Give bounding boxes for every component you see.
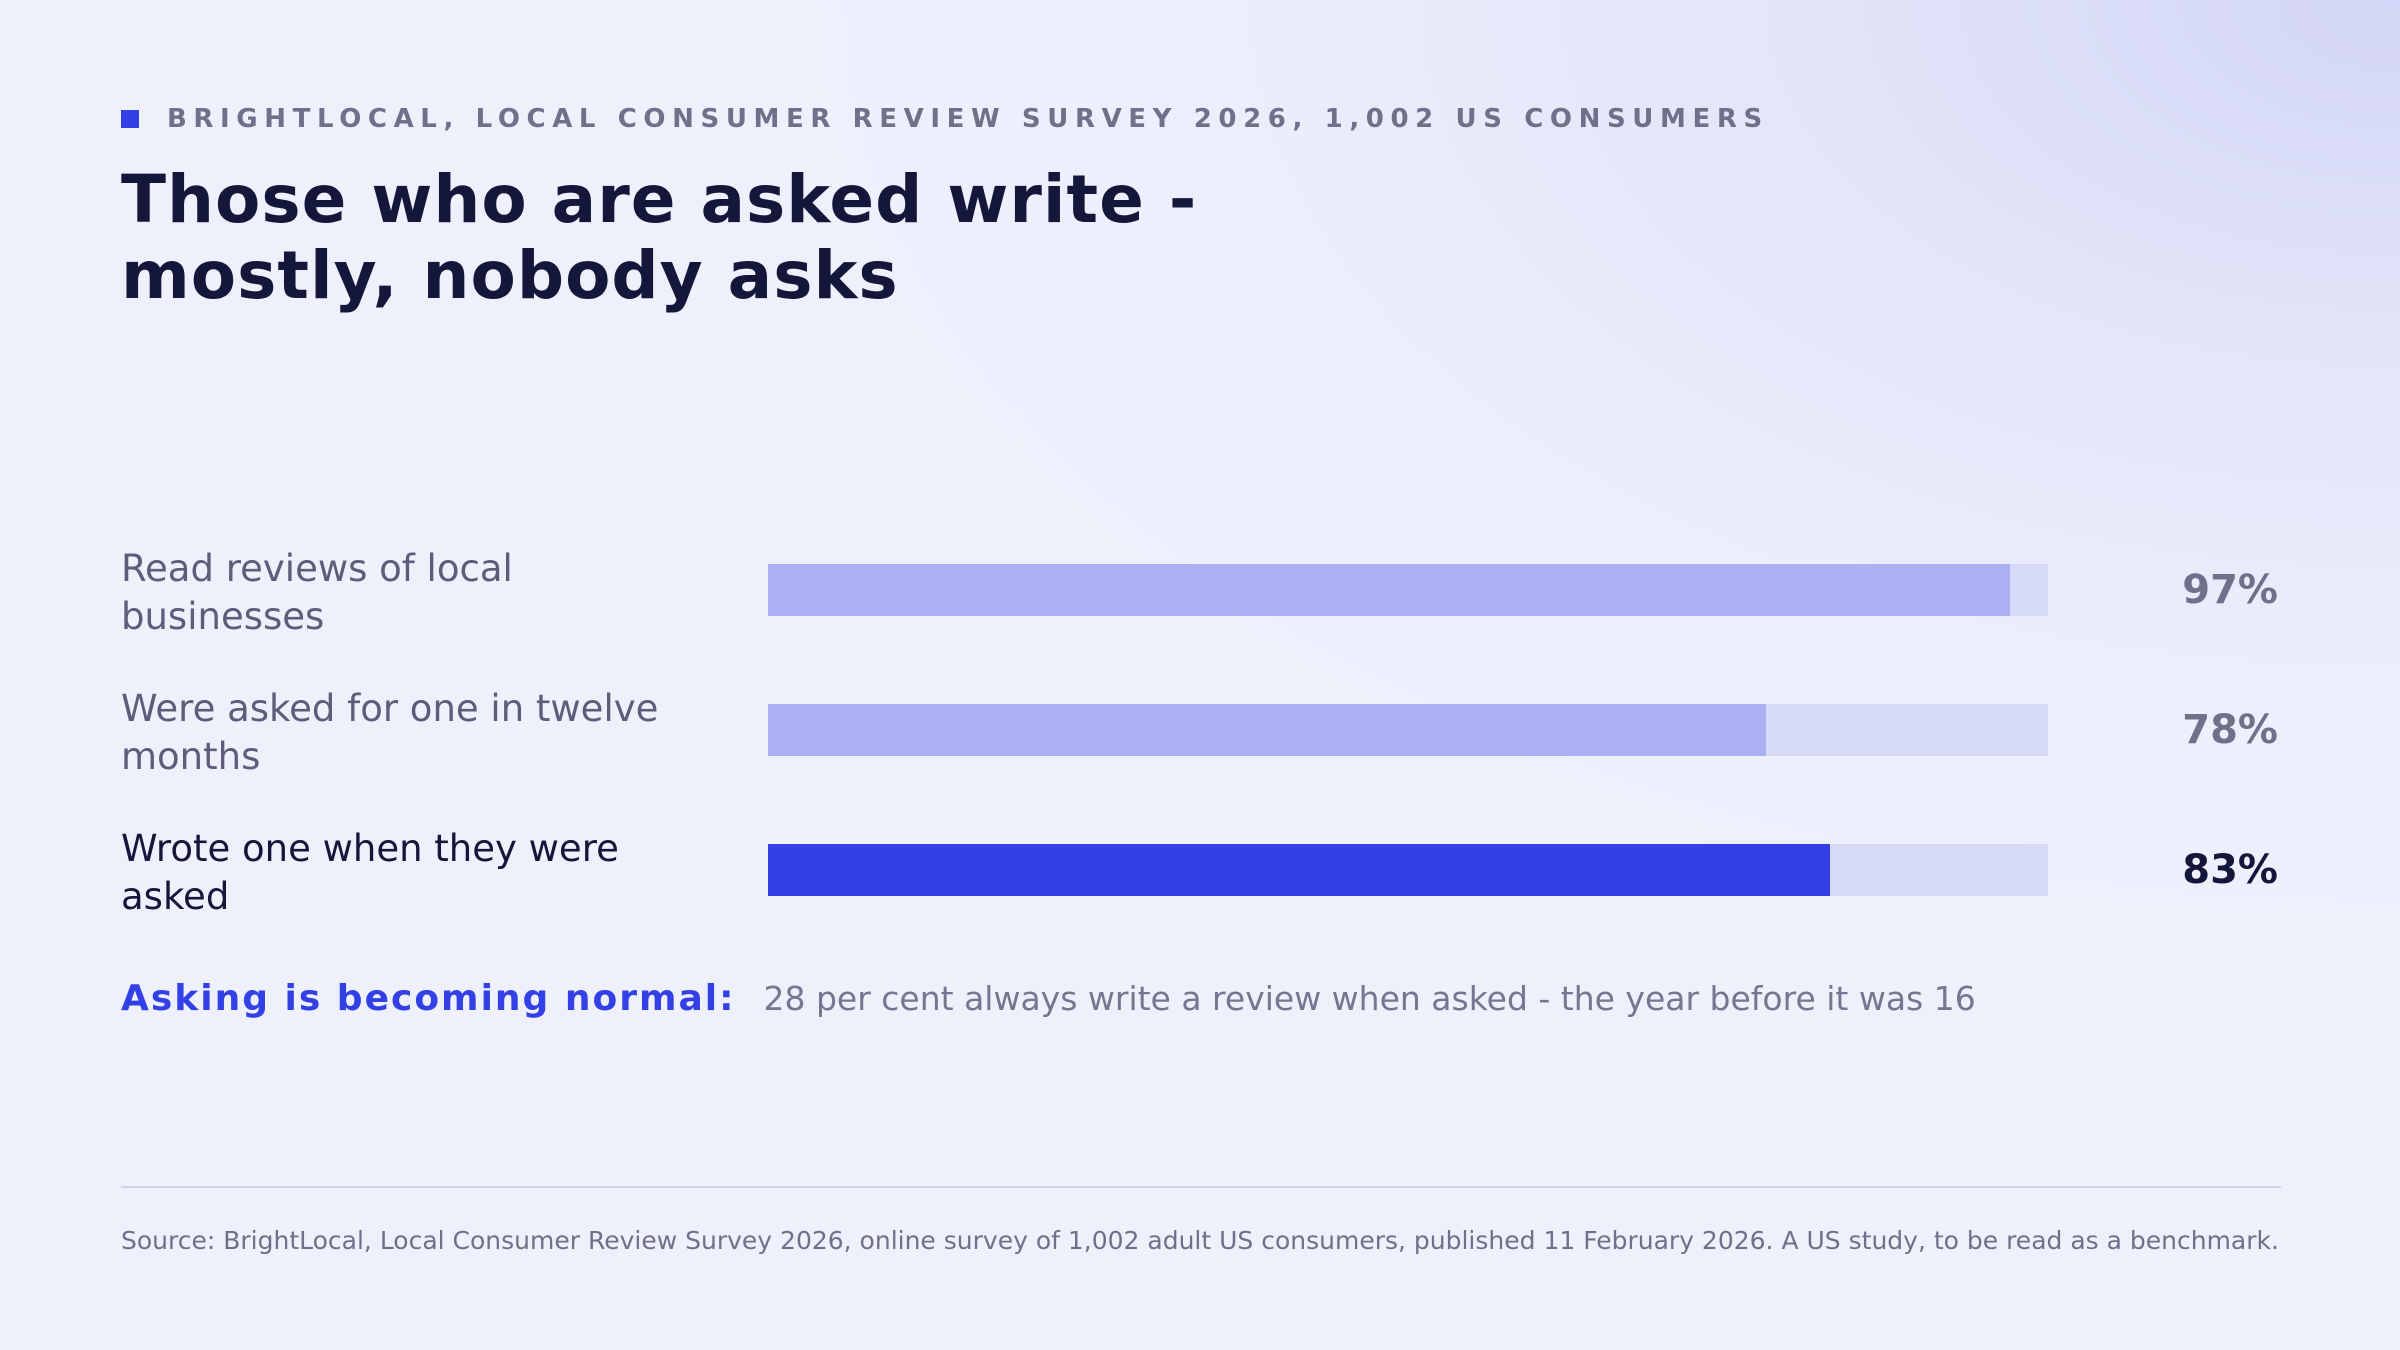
bar [768,844,1830,896]
bar-value-label: 78% [2182,707,2278,753]
bar-row: Read reviews of local businesses 97% [0,545,2400,655]
survey-kicker: BRIGHTLOCAL, LOCAL CONSUMER REVIEW SURVE… [121,104,1769,134]
bar [768,704,1766,756]
bar [768,564,2010,616]
bar-value-label: 83% [2182,847,2278,893]
source-note: Source: BrightLocal, Local Consumer Revi… [121,1226,2279,1255]
kicker-text: BRIGHTLOCAL, LOCAL CONSUMER REVIEW SURVE… [167,104,1769,134]
bar-row: Were asked for one in twelve months 78% [0,685,2400,795]
bar-label: Wrote one when they were asked [121,827,619,918]
bar-track [768,704,2048,756]
callout: Asking is becoming normal: 28 per cent a… [121,978,1976,1019]
bar-track [768,844,2048,896]
bar-row: Wrote one when they were asked 83% [0,825,2400,935]
callout-lead: Asking is becoming normal: [121,978,736,1019]
chart-title: Those who are asked write - mostly, nobo… [121,161,1198,314]
bar-label: Were asked for one in twelve months [121,687,659,778]
callout-text: 28 per cent always write a review when a… [763,979,1976,1018]
accent-square-icon [121,110,139,128]
bar-label: Read reviews of local businesses [121,547,513,638]
footer-divider [121,1186,2281,1188]
bar-track [768,564,2048,616]
bar-value-label: 97% [2182,567,2278,613]
